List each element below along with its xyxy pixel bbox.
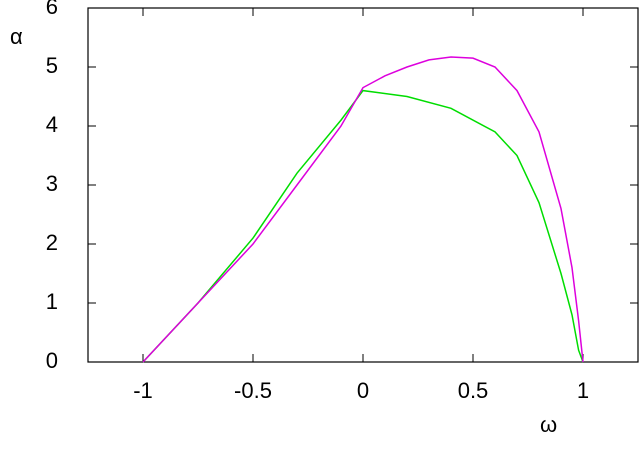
x-tick-label: 0.5 bbox=[458, 378, 489, 403]
x-tick-label: -0.5 bbox=[234, 378, 272, 403]
y-tick-label: 3 bbox=[46, 171, 58, 196]
y-tick-label: 4 bbox=[46, 112, 58, 137]
y-tick-label: 6 bbox=[46, 0, 58, 19]
x-axis-label: ω bbox=[540, 412, 557, 437]
y-tick-label: 0 bbox=[46, 348, 58, 373]
plot-frame bbox=[87, 7, 639, 363]
y-tick-label: 5 bbox=[46, 53, 58, 78]
y-axis-label: α bbox=[10, 24, 23, 49]
y-tick-label: 2 bbox=[46, 230, 58, 255]
data-line bbox=[142, 56, 584, 363]
x-tick-label: 1 bbox=[577, 378, 589, 403]
data-line bbox=[142, 89, 584, 363]
y-tick-label: 1 bbox=[46, 289, 58, 314]
x-tick-label: -1 bbox=[133, 378, 153, 403]
x-tick-label: 0 bbox=[357, 378, 369, 403]
